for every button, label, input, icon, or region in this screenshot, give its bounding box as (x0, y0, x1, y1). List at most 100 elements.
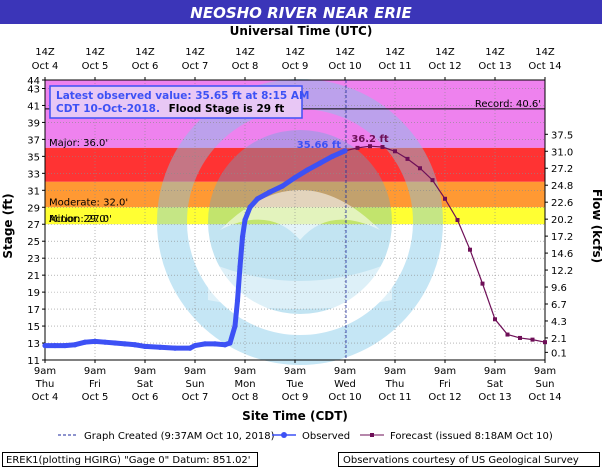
latest-box-line1: Latest observed value: 35.65 ft at 8:15 … (56, 90, 309, 102)
observed-point-17 (222, 342, 228, 348)
x-tick-dow-3: Sun (185, 379, 204, 390)
flow-tick-label-5: 12.2 (551, 266, 573, 277)
title-band (0, 0, 602, 24)
flow-tick-label-2: 4.3 (551, 317, 567, 328)
observed-point-15 (202, 341, 208, 347)
y-tick-label-6: 23 (27, 254, 40, 265)
x-tick-date-0: Oct 4 (32, 392, 59, 403)
footer-left-text: EREK1(plotting HGIRG) "Gage 0" Datum: 85… (6, 455, 251, 466)
observed-point-31 (329, 153, 336, 159)
x-tick-time-1: 9am (84, 366, 106, 377)
flood-band-label-0: Major: 36.0' (49, 138, 108, 149)
observed-point-3 (72, 342, 78, 348)
record-label: Record: 40.6' (475, 99, 541, 110)
x-tick-date-6: Oct 10 (328, 392, 361, 403)
latest-observation-box: Latest observed value: 35.65 ft at 8:15 … (49, 85, 309, 119)
top-tick-time-10: 14Z (535, 47, 555, 58)
observed-point-24 (247, 204, 253, 210)
x-tick-date-7: Oct 11 (378, 392, 411, 403)
top-tick-date-6: Oct 10 (328, 61, 361, 72)
top-axis-label: Universal Time (UTC) (230, 24, 373, 38)
observed-point-25 (254, 196, 261, 202)
y-tick-label-13: 37 (27, 135, 40, 146)
y-tick-label-8: 27 (27, 220, 40, 231)
x-tick-dow-9: Sat (487, 379, 503, 390)
observed-point-27 (279, 183, 286, 189)
legend-created-label: Graph Created (9:37AM Oct 10, 2018) (84, 431, 275, 442)
forecast-point-1 (355, 145, 360, 150)
top-tick-time-4: 14Z (235, 47, 255, 58)
top-tick-time-7: 14Z (385, 47, 405, 58)
flood-band-label-3: Minor: 29.0' (49, 214, 108, 225)
legend-forecast-label: Forecast (issued 8:18AM Oct 10) (390, 431, 553, 442)
flow-tick-label-8: 20.2 (551, 215, 573, 226)
footer: EREK1(plotting HGIRG) "Gage 0" Datum: 85… (2, 452, 600, 467)
x-tick-time-10: 9am (534, 366, 556, 377)
legend: Graph Created (9:37AM Oct 10, 2018) Obse… (58, 431, 553, 442)
flow-tick-label-10: 24.8 (551, 181, 573, 192)
observed-point-5 (92, 338, 98, 344)
watermark-gull (220, 190, 380, 240)
forecast-crest-label: 36.2 ft (351, 134, 389, 145)
footer-left-box (2, 452, 258, 467)
flow-tick-label-11: 27.2 (551, 164, 573, 175)
top-tick-time-2: 14Z (135, 47, 155, 58)
latest-box-line2: CDT 10-Oct-2018. Flood Stage is 29 ft (56, 103, 284, 115)
y-tick-label-9: 29 (27, 203, 40, 214)
x-tick-date-10: Oct 14 (528, 392, 561, 403)
flow-tick-label-9: 22.6 (551, 198, 573, 209)
x-tick-dow-5: Tue (285, 379, 303, 390)
observed-point-22 (239, 234, 246, 240)
observed-peak-label: 35.66 ft (297, 140, 341, 151)
observed-point-0 (42, 342, 48, 349)
top-tick-date-0: Oct 4 (32, 61, 59, 72)
forecast-point-5 (405, 156, 410, 161)
x-tick-time-2: 9am (134, 366, 156, 377)
forecast-point-15 (530, 337, 535, 342)
top-tick-time-3: 14Z (185, 47, 205, 58)
forecast-point-14 (518, 335, 522, 340)
legend-observed-marker (281, 432, 287, 438)
flood-band-label-2: Moderate: 32.0' (49, 197, 128, 208)
x-tick-dow-7: Thu (385, 379, 405, 390)
forecast-point-10 (468, 247, 472, 252)
y-tick-label-5: 21 (27, 271, 40, 282)
y-tick-label-3: 17 (27, 305, 40, 316)
x-tick-time-0: 9am (34, 366, 56, 377)
y-tick-label-0: 11 (27, 356, 40, 367)
latest-box-flood-stage: Flood Stage is 29 ft (169, 103, 285, 115)
top-tick-time-8: 14Z (435, 47, 455, 58)
legend-forecast-marker (370, 433, 374, 437)
footer-right-text: Observations courtesy of US Geological S… (343, 455, 579, 466)
flow-tick-label-6: 14.6 (551, 249, 573, 260)
top-tick-time-6: 14Z (335, 47, 355, 58)
y-tick-label-15: 41 (27, 101, 40, 112)
x-tick-dow-0: Thu (35, 379, 55, 390)
x-tick-dow-6: Wed (334, 379, 356, 390)
observed-point-12 (172, 345, 178, 351)
latest-box-frame (49, 85, 303, 119)
x-tick-date-4: Oct 8 (232, 392, 259, 403)
observed-point-6 (102, 339, 108, 345)
top-tick-time-5: 14Z (285, 47, 305, 58)
x-tick-date-1: Oct 5 (82, 392, 109, 403)
observed-point-10 (142, 343, 148, 350)
top-tick-date-2: Oct 6 (132, 61, 159, 72)
y-tick-label-11: 33 (27, 169, 40, 180)
latest-box-line2-date: CDT 10-Oct-2018. (56, 103, 160, 115)
flow-tick-label-12: 31.0 (551, 147, 573, 158)
x-tick-date-9: Oct 13 (478, 392, 511, 403)
top-tick-date-4: Oct 8 (232, 61, 259, 72)
y-tick-label-12: 35 (27, 152, 40, 163)
y-tick-label-1: 13 (27, 339, 40, 350)
observed-point-7 (112, 340, 118, 346)
chart-title: NEOSHO RIVER NEAR ERIE (190, 4, 412, 22)
x-tick-date-3: Oct 7 (182, 392, 209, 403)
x-tick-date-2: Oct 6 (132, 392, 159, 403)
forecast-point-4 (393, 149, 397, 154)
observed-point-18 (227, 340, 233, 346)
x-tick-dow-10: Sun (535, 379, 554, 390)
forecast-point-12 (493, 317, 497, 322)
y-tick-label-16: 43 (27, 84, 40, 95)
